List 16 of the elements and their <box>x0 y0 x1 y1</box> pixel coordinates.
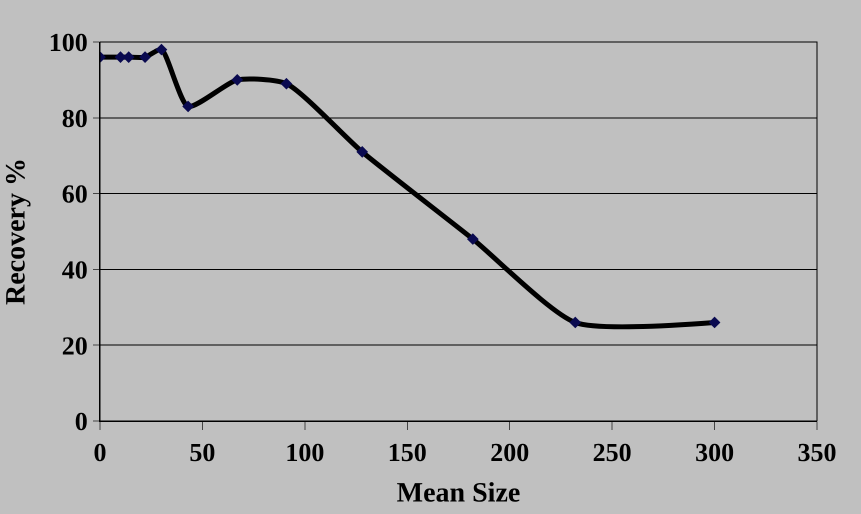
x-tick-label: 100 <box>285 438 324 468</box>
y-axis-title: Recovery % <box>0 158 32 305</box>
y-tick-label: 100 <box>48 28 88 58</box>
y-tick-label: 0 <box>74 407 88 436</box>
x-axis-title: Mean Size <box>396 477 520 508</box>
x-tick-label: 300 <box>695 438 734 468</box>
y-tick-label: 80 <box>62 104 88 133</box>
x-tick-label: 250 <box>592 438 632 468</box>
x-tick-label: 50 <box>189 438 216 468</box>
x-tick-label: 0 <box>94 438 106 468</box>
x-tick-label: 150 <box>388 438 427 468</box>
x-tick-label: 350 <box>798 438 836 468</box>
y-tick-label: 20 <box>62 331 88 360</box>
x-tick-label: 200 <box>490 438 530 468</box>
y-tick-label: 40 <box>62 256 88 284</box>
y-tick-label: 60 <box>62 180 88 209</box>
